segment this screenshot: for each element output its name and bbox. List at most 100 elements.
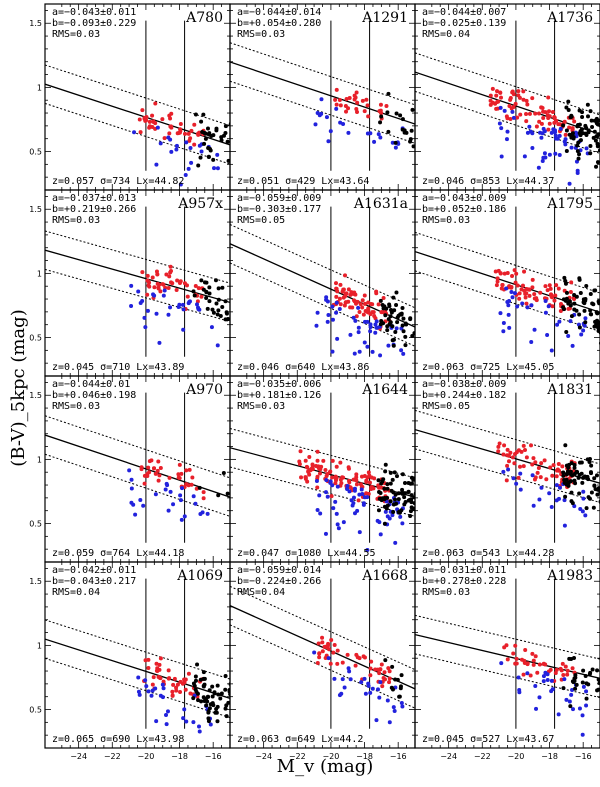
faint-galaxy-point <box>589 490 594 495</box>
red-galaxy-point <box>556 122 561 127</box>
blue-galaxy-point <box>330 349 335 354</box>
faint-galaxy-point <box>193 674 198 679</box>
red-galaxy-point <box>156 478 161 483</box>
faint-galaxy-point <box>207 688 212 693</box>
blue-galaxy-point <box>347 489 352 494</box>
blue-galaxy-point <box>162 288 167 293</box>
x-tick-label: −24 <box>70 752 87 761</box>
red-galaxy-point <box>554 118 559 123</box>
faint-galaxy-point <box>402 128 407 133</box>
red-galaxy-point <box>157 662 162 667</box>
faint-galaxy-point <box>207 706 212 711</box>
blue-galaxy-point <box>569 145 574 150</box>
red-galaxy-point <box>144 114 149 119</box>
red-galaxy-point <box>320 635 325 640</box>
blue-galaxy-point <box>370 349 375 354</box>
blue-galaxy-point <box>546 304 551 309</box>
faint-galaxy-point <box>391 509 396 514</box>
cluster-properties: z=0.065 σ=690 Lx=43.98 <box>52 734 184 745</box>
faint-galaxy-point <box>590 667 595 672</box>
blue-galaxy-point <box>394 326 399 331</box>
faint-galaxy-point <box>408 509 413 514</box>
blue-galaxy-point <box>326 139 331 144</box>
red-galaxy-point <box>498 90 503 95</box>
blue-galaxy-point <box>583 513 588 518</box>
blue-galaxy-point <box>534 706 539 711</box>
red-galaxy-point <box>518 464 523 469</box>
blue-galaxy-point <box>165 483 170 488</box>
faint-galaxy-point <box>570 473 575 478</box>
blue-galaxy-point <box>580 509 585 514</box>
red-galaxy-point <box>196 132 201 137</box>
cluster-properties: z=0.063 σ=543 Lx=44.28 <box>422 548 554 559</box>
plot-area <box>230 20 415 171</box>
panel-grid: 0.511.5a=−0.043±0.011b=−0.093±0.229RMS=0… <box>29 3 600 761</box>
red-galaxy-point <box>334 87 339 92</box>
red-galaxy-point <box>315 661 320 666</box>
blue-galaxy-point <box>166 312 171 317</box>
y-axis-label: (B-V)_5kpc (mag) <box>8 309 29 466</box>
blue-galaxy-point <box>378 680 383 685</box>
blue-galaxy-point <box>347 669 352 674</box>
slope-annotation: a=−0.035±0.006 <box>237 379 321 390</box>
red-galaxy-point <box>543 284 548 289</box>
blue-galaxy-point <box>506 467 511 472</box>
blue-galaxy-point <box>174 143 179 148</box>
faint-galaxy-point <box>565 471 570 476</box>
red-galaxy-point <box>548 286 553 291</box>
upper-band-line <box>230 224 415 309</box>
faint-galaxy-point <box>383 313 388 318</box>
blue-galaxy-point <box>581 328 586 333</box>
blue-galaxy-point <box>182 514 187 519</box>
blue-galaxy-point <box>400 704 405 709</box>
faint-galaxy-point <box>214 710 219 715</box>
red-galaxy-point <box>338 302 343 307</box>
red-galaxy-point <box>161 282 166 287</box>
red-galaxy-point <box>145 292 150 297</box>
faint-galaxy-point <box>402 502 407 507</box>
red-galaxy-point <box>508 116 513 121</box>
red-galaxy-point <box>550 110 555 115</box>
blue-galaxy-point <box>342 685 347 690</box>
red-galaxy-point <box>361 654 366 659</box>
red-galaxy-point <box>335 289 340 294</box>
blue-galaxy-point <box>549 505 554 510</box>
red-galaxy-point <box>572 297 577 302</box>
blue-galaxy-point <box>157 340 162 345</box>
faint-galaxy-point <box>593 323 598 328</box>
blue-galaxy-point <box>352 351 357 356</box>
blue-galaxy-point <box>153 492 158 497</box>
blue-galaxy-point <box>324 297 329 302</box>
faint-galaxy-point <box>569 490 574 495</box>
blue-galaxy-point <box>144 684 149 689</box>
faint-galaxy-point <box>223 674 228 679</box>
red-galaxy-point <box>303 458 308 463</box>
red-galaxy-point <box>509 106 514 111</box>
x-tick-label: −18 <box>541 752 558 761</box>
blue-galaxy-point <box>136 675 141 680</box>
faint-galaxy-point <box>379 319 384 324</box>
blue-galaxy-point <box>339 691 344 696</box>
red-galaxy-point <box>552 298 557 303</box>
blue-galaxy-point <box>398 514 403 519</box>
red-galaxy-point <box>548 465 553 470</box>
blue-galaxy-point <box>330 483 335 488</box>
red-galaxy-point <box>494 106 499 111</box>
faint-galaxy-point <box>390 477 395 482</box>
blue-galaxy-point <box>155 125 160 130</box>
red-galaxy-point <box>354 478 359 483</box>
faint-galaxy-point <box>220 304 225 309</box>
red-galaxy-point <box>534 124 539 129</box>
faint-galaxy-point <box>415 353 419 357</box>
faint-galaxy-point <box>569 135 574 140</box>
red-galaxy-point <box>155 272 160 277</box>
faint-galaxy-point <box>590 124 595 129</box>
blue-galaxy-point <box>550 687 555 692</box>
blue-galaxy-point <box>365 495 370 500</box>
red-galaxy-point <box>506 459 511 464</box>
red-galaxy-point <box>153 101 158 106</box>
red-galaxy-point <box>188 691 193 696</box>
faint-galaxy-point <box>573 686 578 691</box>
blue-galaxy-point <box>141 503 146 508</box>
faint-galaxy-point <box>593 138 598 143</box>
